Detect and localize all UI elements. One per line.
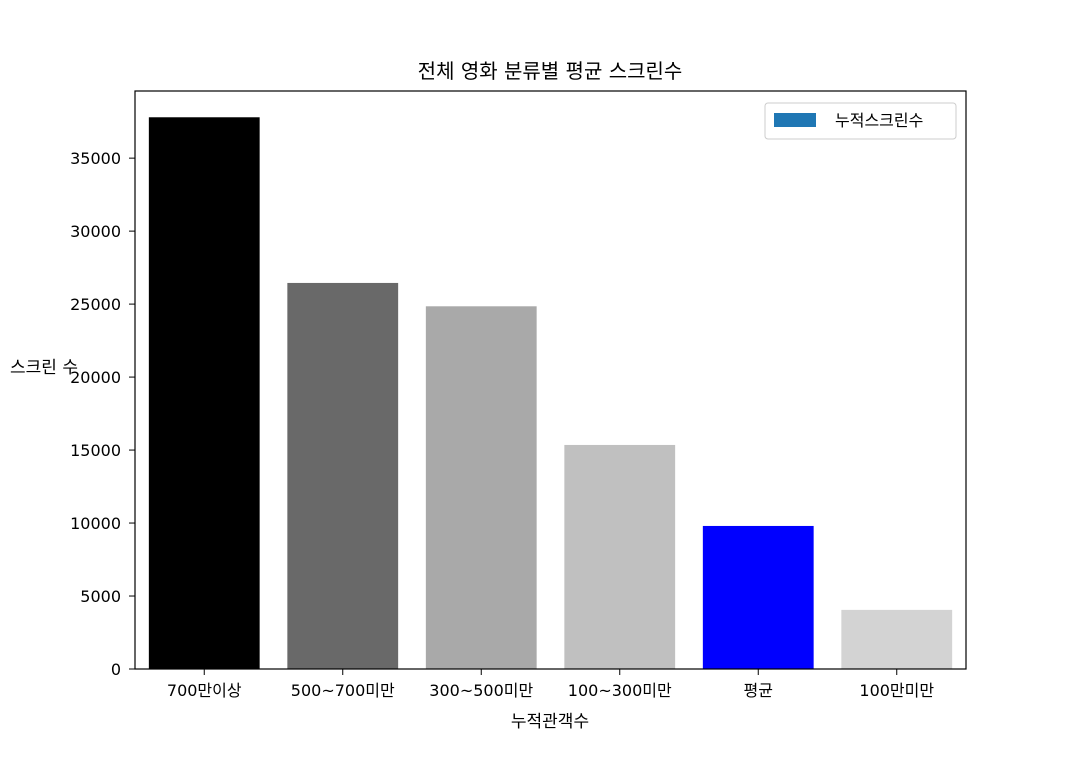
x-axis-ticks: 700만이상 500~700미만 300~500미만 100~300미만 평균 100만미…	[167, 669, 934, 700]
x-tick-label: 300~500미만	[429, 681, 533, 700]
plot-area	[135, 91, 966, 669]
bars	[148, 117, 953, 670]
bar-2	[425, 306, 537, 669]
plot-border	[134, 90, 967, 670]
y-tick-label: 25000	[70, 295, 121, 314]
x-tick-label: 평균	[744, 681, 773, 700]
legend-swatch	[774, 113, 816, 127]
y-tick-label: 35000	[70, 149, 121, 168]
legend: 누적스크린수	[764, 102, 957, 140]
x-tick-label: 700만이상	[167, 681, 242, 700]
y-axis-label: 스크린 수	[10, 358, 78, 378]
bar-0	[148, 117, 260, 670]
y-tick-label: 10000	[70, 514, 121, 533]
y-tick-label: 0	[111, 660, 121, 679]
bar-5	[841, 609, 953, 669]
legend-box	[764, 102, 957, 140]
bar-3	[564, 444, 676, 669]
y-tick-label: 5000	[80, 587, 121, 606]
x-axis-label: 누적관객수	[511, 712, 589, 732]
y-tick-label: 15000	[70, 441, 121, 460]
y-tick-label: 20000	[70, 368, 121, 387]
y-axis-ticks: 0 5000 10000 15000 20000 25000 30000 35000	[70, 149, 135, 679]
chart-title: 전체 영화 분류별 평균 스크린수	[418, 59, 683, 83]
y-tick-label: 30000	[70, 222, 121, 241]
x-tick-label: 100만미만	[859, 681, 934, 700]
legend-label-screen-count: 누적스크린수	[835, 111, 923, 130]
bar-4	[702, 525, 814, 669]
x-tick-label: 100~300미만	[568, 681, 672, 700]
bar-1	[287, 282, 399, 669]
x-tick-label: 500~700미만	[291, 681, 395, 700]
